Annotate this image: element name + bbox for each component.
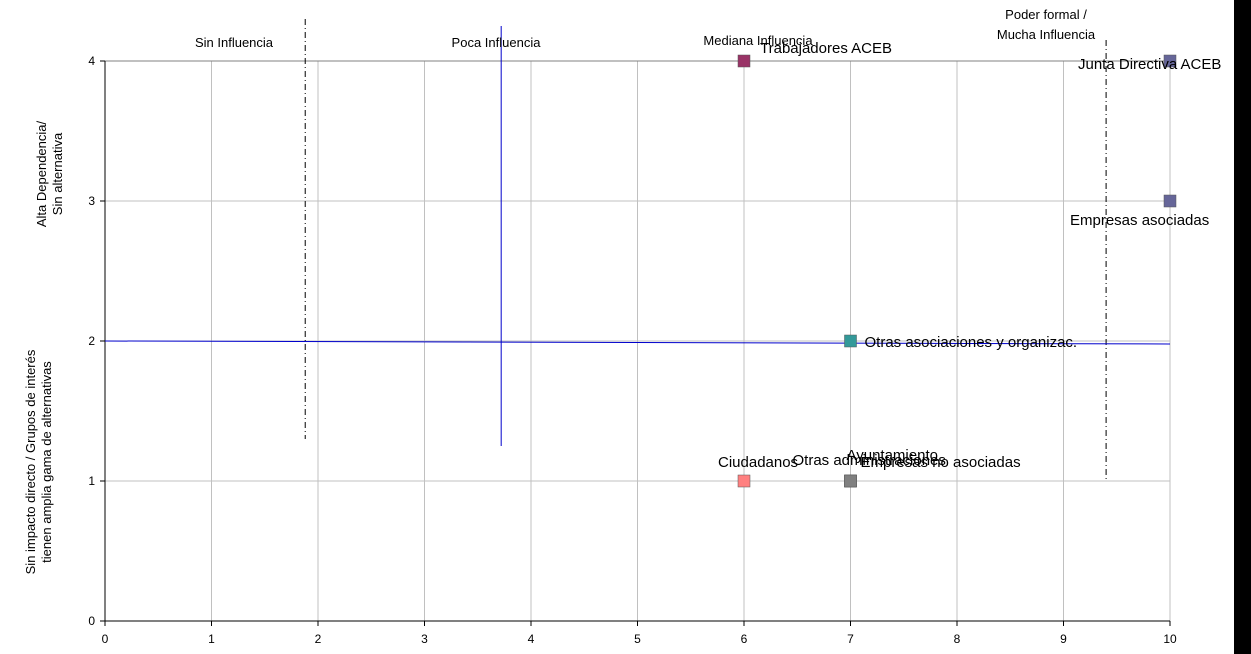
data-point-label: Empresas asociadas [1070, 212, 1209, 229]
data-point-marker [844, 334, 857, 348]
zone-label: Poder formal / [1005, 7, 1087, 22]
y-tick-label: 1 [88, 474, 95, 488]
x-tick-label: 2 [315, 632, 322, 646]
zone-label: Mucha Influencia [997, 27, 1096, 42]
x-tick-label: 0 [102, 632, 109, 646]
data-point-label: Junta Directiva ACEB [1078, 56, 1221, 73]
y-tick-label: 4 [88, 54, 95, 68]
x-tick-label: 1 [208, 632, 215, 646]
y-axis-label-line: tienen amplia gama de alternativas [39, 361, 54, 563]
y-axis-label: Alta Dependencia/Sin alternativa [34, 120, 65, 227]
zone-label: Mediana Influencia [703, 33, 813, 48]
x-tick-label: 3 [421, 632, 428, 646]
y-axis-label-line: Sin alternativa [50, 132, 65, 215]
x-tick-label: 9 [1060, 632, 1067, 646]
data-point-label: Otras administraciones [793, 452, 946, 469]
data-point-marker [844, 474, 857, 488]
x-tick-label: 10 [1163, 632, 1177, 646]
x-tick-label: 5 [634, 632, 641, 646]
x-tick-label: 4 [528, 632, 535, 646]
right-edge-bar [1234, 0, 1251, 654]
x-tick-label: 8 [954, 632, 961, 646]
x-tick-label: 6 [741, 632, 748, 646]
data-point-label: Ciudadanos [718, 454, 798, 471]
y-axis-label-line: Alta Dependencia/ [34, 120, 49, 227]
data-point-marker [737, 474, 751, 488]
y-axis-label: Sin impacto directo / Grupos de interés t… [23, 349, 54, 574]
data-point-marker [737, 54, 751, 68]
y-tick-label: 2 [88, 334, 95, 348]
data-point-marker [1163, 194, 1177, 208]
zone-label: Sin Influencia [195, 35, 274, 50]
divider-horizontal [104, 340, 1171, 345]
zone-label: Poca Influencia [452, 35, 542, 50]
data-point-label: Ayuntamiento [847, 447, 938, 464]
data-point-label: Empresas no asociadas [861, 454, 1021, 471]
y-tick-label: 0 [88, 614, 95, 628]
x-tick-label: 7 [847, 632, 854, 646]
y-axis-label-line: Sin impacto directo / Grupos de interés [23, 349, 38, 574]
data-point-label: Trabajadores ACEB [760, 40, 892, 57]
data-point-label: Otras asociaciones y organizac. [865, 334, 1078, 351]
data-point-marker [1163, 54, 1177, 68]
y-tick-label: 3 [88, 194, 95, 208]
